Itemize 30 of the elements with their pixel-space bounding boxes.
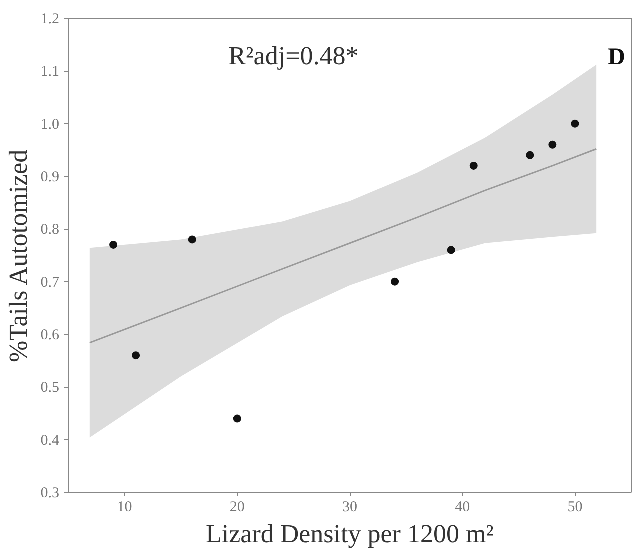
y-tick-label: 0.4 xyxy=(40,432,60,449)
y-tick-label: 1.2 xyxy=(40,12,60,28)
line-series xyxy=(89,148,598,344)
y-tick-label: 0.7 xyxy=(40,274,60,291)
annotation: R²adj=0.48* xyxy=(228,42,359,70)
point xyxy=(110,240,118,249)
x-tick-label: 30 xyxy=(342,500,358,516)
point xyxy=(132,352,140,360)
annotation: D xyxy=(608,44,626,70)
y-tick-label: 0.8 xyxy=(40,222,60,238)
y-axis-title: %Tails Autotomized xyxy=(4,150,33,363)
point xyxy=(548,140,557,149)
y-tick-label: 0.9 xyxy=(40,170,60,186)
point xyxy=(447,246,456,254)
y-tick-label: 0.3 xyxy=(40,486,60,502)
y-tick-label: 1.0 xyxy=(40,116,60,133)
x-tick-label: 20 xyxy=(230,500,245,516)
y-tick-label: 0.6 xyxy=(40,328,60,344)
point xyxy=(233,414,242,423)
x-tick-label: 50 xyxy=(568,500,583,516)
x-tick-label: 40 xyxy=(455,500,470,516)
point xyxy=(188,236,196,244)
point xyxy=(391,278,400,286)
y-tick-label: 0.5 xyxy=(40,380,60,396)
point xyxy=(470,162,478,170)
point xyxy=(571,120,580,128)
x-axis-title: Lizard Density per 1200 m² xyxy=(206,520,494,548)
point xyxy=(526,151,534,160)
y-tick-label: 1.1 xyxy=(40,64,60,80)
x-tick-label: 10 xyxy=(117,500,132,516)
